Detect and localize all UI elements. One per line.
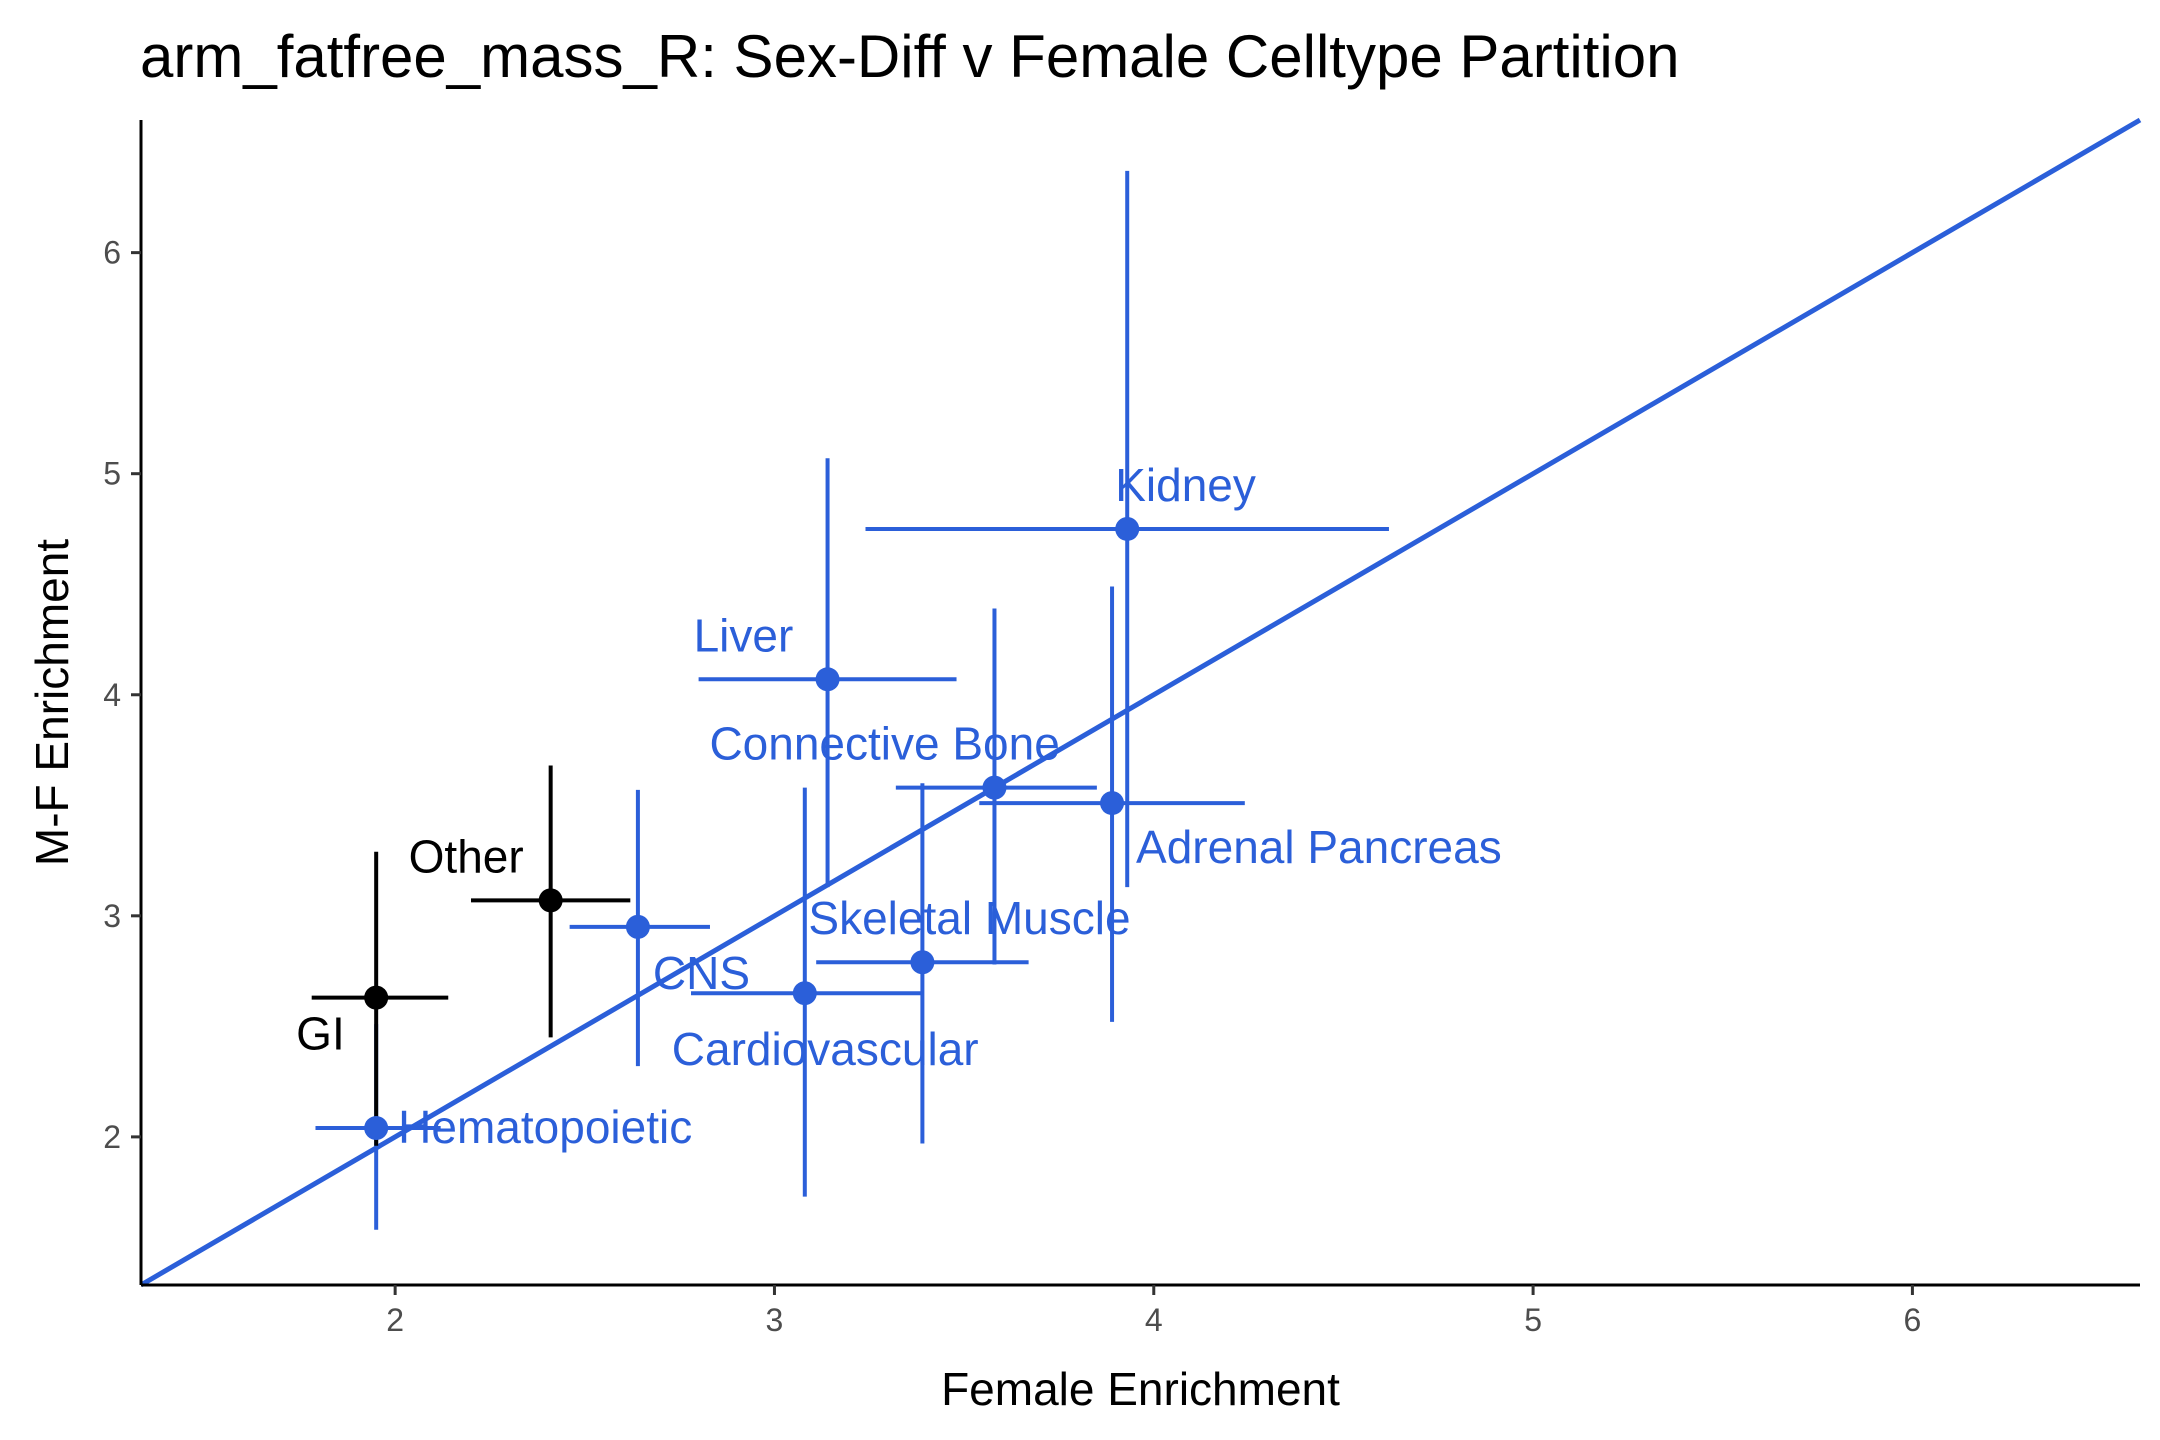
x-tick-label: 5 xyxy=(1524,1302,1542,1338)
reference-line-layer xyxy=(139,117,2142,1288)
point-gi xyxy=(364,985,389,1010)
point-labels-layer: Kidney Liver Connective Bone Adrenal Pancre… xyxy=(296,459,1502,1153)
point-cardiovascular xyxy=(792,981,817,1006)
point-skeletal-muscle xyxy=(910,950,935,975)
label-cardiovascular: Cardiovascular xyxy=(672,1023,979,1075)
x-axis-title: Female Enrichment xyxy=(941,1363,1340,1415)
point-hematopoietic xyxy=(364,1116,389,1141)
axes-layer: 2 3 4 5 6 2 3 4 5 6 Female Enrichment M-F Enrichmen… xyxy=(26,120,2140,1415)
label-connective-bone: Connective Bone xyxy=(709,718,1059,770)
label-cns: CNS xyxy=(653,947,750,999)
label-adrenal-pancreas: Adrenal Pancreas xyxy=(1136,821,1502,873)
y-tick-label: 4 xyxy=(103,677,121,713)
point-other xyxy=(538,888,563,913)
y-tick-label: 6 xyxy=(103,235,121,271)
label-hematopoietic: Hematopoietic xyxy=(398,1101,692,1153)
x-tick-label: 4 xyxy=(1145,1302,1163,1338)
x-tick-label: 3 xyxy=(766,1302,784,1338)
y-tick-label: 3 xyxy=(103,898,121,934)
chart-title: arm_fatfree_mass_R: Sex-Diff v Female Ce… xyxy=(140,23,1680,90)
label-other: Other xyxy=(409,830,524,882)
label-gi: GI xyxy=(296,1008,345,1060)
point-kidney xyxy=(1115,516,1140,541)
identity-line xyxy=(139,117,2142,1288)
point-adrenal-pancreas xyxy=(1100,791,1125,816)
point-liver xyxy=(815,667,840,692)
label-skeletal-muscle: Skeletal Muscle xyxy=(808,892,1130,944)
x-tick-label: 6 xyxy=(1904,1302,1922,1338)
y-tick-label: 2 xyxy=(103,1119,121,1155)
point-cns xyxy=(625,914,650,939)
y-axis-title: M-F Enrichment xyxy=(26,539,78,866)
label-liver: Liver xyxy=(694,609,794,661)
points-layer xyxy=(364,516,1140,1141)
point-connective-bone xyxy=(982,775,1007,800)
label-kidney: Kidney xyxy=(1115,459,1256,511)
y-tick-label: 5 xyxy=(103,456,121,492)
x-tick-label: 2 xyxy=(386,1302,404,1338)
